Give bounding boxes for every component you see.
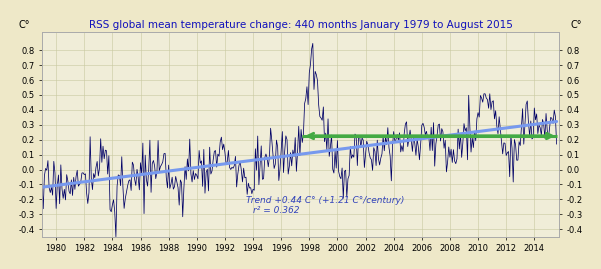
Text: Trend +0.44 C° (+1.21 C°/century): Trend +0.44 C° (+1.21 C°/century)	[246, 196, 404, 205]
Title: RSS global mean temperature change: 440 months January 1979 to August 2015: RSS global mean temperature change: 440 …	[88, 20, 513, 30]
Text: C°: C°	[19, 20, 30, 30]
Text: C°: C°	[571, 20, 582, 30]
Text: r² = 0.362: r² = 0.362	[253, 206, 299, 215]
